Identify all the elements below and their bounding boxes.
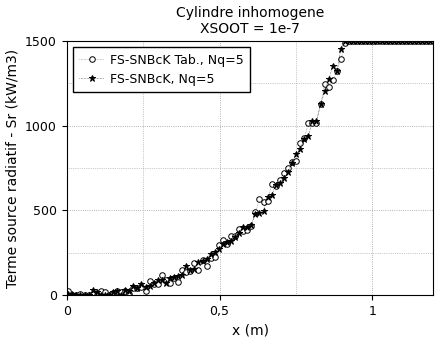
FS-SNBcK Tab., Nq=5	[346, 39, 351, 44]
FS-SNBcK Tab., Nq=5	[179, 268, 184, 272]
FS-SNBcK, Nq=5	[382, 39, 387, 44]
X-axis label: x (m): x (m)	[231, 323, 268, 338]
FS-SNBcK, Nq=5	[374, 39, 379, 44]
FS-SNBcK, Nq=5	[179, 272, 184, 276]
FS-SNBcK, Nq=5	[427, 39, 432, 44]
FS-SNBcK, Nq=5	[118, 293, 124, 297]
FS-SNBcK, Nq=5	[342, 39, 347, 44]
FS-SNBcK Tab., Nq=5	[427, 39, 432, 44]
FS-SNBcK, Nq=5	[65, 292, 71, 296]
FS-SNBcK Tab., Nq=5	[374, 39, 379, 44]
FS-SNBcK Tab., Nq=5	[419, 39, 424, 44]
FS-SNBcK Tab., Nq=5	[70, 293, 75, 297]
Line: FS-SNBcK, Nq=5: FS-SNBcK, Nq=5	[65, 38, 433, 299]
FS-SNBcK, Nq=5	[419, 39, 424, 44]
FS-SNBcK Tab., Nq=5	[65, 289, 71, 293]
FS-SNBcK, Nq=5	[82, 293, 87, 297]
FS-SNBcK Tab., Nq=5	[321, 82, 326, 86]
FS-SNBcK, Nq=5	[321, 89, 326, 93]
Y-axis label: Terme source radiatif - Sr (kW/m3): Terme source radiatif - Sr (kW/m3)	[6, 49, 20, 288]
FS-SNBcK Tab., Nq=5	[382, 39, 387, 44]
Title: Cylindre inhomogene
XSOOT = 1e-7: Cylindre inhomogene XSOOT = 1e-7	[176, 5, 323, 36]
Legend: FS-SNBcK Tab., Nq=5, FS-SNBcK, Nq=5: FS-SNBcK Tab., Nq=5, FS-SNBcK, Nq=5	[73, 47, 250, 92]
FS-SNBcK Tab., Nq=5	[118, 290, 124, 294]
Line: FS-SNBcK Tab., Nq=5: FS-SNBcK Tab., Nq=5	[65, 39, 432, 298]
